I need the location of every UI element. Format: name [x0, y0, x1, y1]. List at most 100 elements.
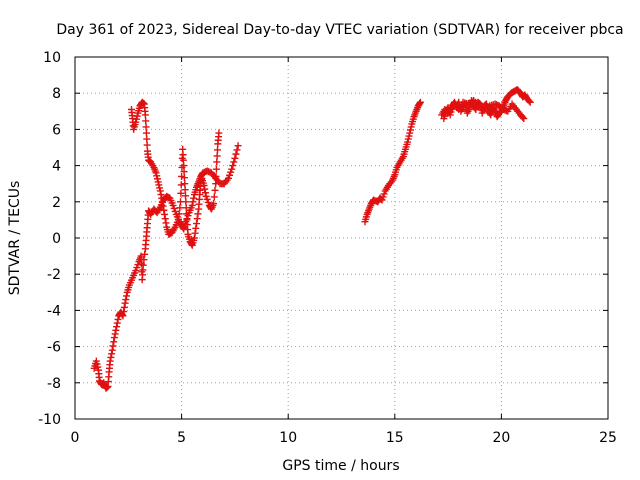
y-tick-label: 10 — [43, 50, 61, 66]
data-point — [119, 312, 127, 320]
data-point — [111, 330, 119, 338]
data-point — [213, 146, 221, 154]
data-point — [175, 210, 183, 218]
y-tick-labels: -10 -8 -6 -4 -2 0 2 4 6 8 10 — [38, 50, 61, 428]
data-point — [113, 323, 121, 331]
x-axis-label: GPS time / hours — [282, 458, 399, 474]
data-points — [90, 86, 534, 392]
y-tick-label: 4 — [52, 159, 61, 175]
data-point — [193, 220, 201, 228]
data-point — [183, 210, 191, 218]
data-point — [122, 296, 130, 304]
data-point — [177, 189, 185, 197]
data-point — [106, 357, 114, 365]
data-point — [180, 174, 188, 182]
data-point — [181, 186, 189, 194]
data-point — [525, 97, 533, 105]
data-point — [137, 252, 145, 260]
data-point — [110, 338, 118, 346]
data-point — [228, 165, 236, 173]
series-pass-2 — [127, 98, 223, 249]
data-point — [176, 204, 184, 212]
y-axis-label: SDTVAR / TECUs — [7, 181, 23, 296]
data-point — [114, 315, 122, 323]
data-point — [233, 146, 241, 154]
data-point — [182, 198, 190, 206]
data-point — [140, 256, 148, 264]
data-point — [192, 224, 200, 232]
x-tick-labels: 0 5 10 15 20 25 — [71, 430, 617, 446]
data-point — [229, 162, 237, 170]
data-point — [471, 104, 479, 112]
data-point — [215, 129, 223, 137]
data-point — [231, 154, 239, 162]
data-point — [141, 250, 149, 258]
data-point — [213, 152, 221, 160]
series-pass-3 — [361, 98, 424, 226]
data-point — [179, 224, 187, 232]
data-point — [180, 162, 188, 170]
data-point — [162, 219, 170, 227]
x-tick-label: 20 — [492, 430, 510, 446]
data-point — [161, 210, 169, 218]
data-point — [143, 135, 151, 143]
data-point — [139, 261, 147, 269]
data-point — [182, 192, 190, 200]
x-tick-label: 10 — [279, 430, 297, 446]
data-point — [108, 350, 116, 358]
data-point — [201, 189, 209, 197]
data-point — [232, 150, 240, 158]
data-point — [526, 98, 534, 106]
data-point — [143, 141, 151, 149]
data-point — [180, 168, 188, 176]
y-tick-label: 6 — [52, 122, 61, 138]
data-point — [189, 198, 197, 206]
x-tick-label: 0 — [71, 430, 80, 446]
y-tick-label: 0 — [52, 231, 61, 247]
data-point — [110, 334, 118, 342]
y-tick-label: -6 — [47, 340, 61, 356]
grid-lines — [75, 57, 608, 419]
data-point — [123, 292, 131, 300]
data-point — [181, 180, 189, 188]
data-point — [194, 210, 202, 218]
x-tick-label: 25 — [599, 430, 617, 446]
y-tick-label: 8 — [52, 86, 61, 102]
data-point — [142, 129, 150, 137]
series-pass-5 — [438, 96, 528, 123]
data-point — [156, 187, 164, 195]
series-pass-1 — [90, 142, 242, 392]
data-point — [161, 215, 169, 223]
y-tick-label: -4 — [47, 303, 61, 319]
data-point — [107, 353, 115, 361]
data-point — [212, 180, 220, 188]
data-point — [142, 123, 150, 131]
x-tick-label: 15 — [386, 430, 404, 446]
plot-frame — [74, 56, 609, 420]
data-point — [120, 303, 128, 311]
data-point — [193, 215, 201, 223]
data-point — [188, 240, 196, 248]
data-point — [174, 216, 182, 224]
chart-title: Day 361 of 2023, Sidereal Day-to-day VTE… — [56, 22, 623, 38]
data-point — [212, 172, 220, 180]
y-tick-label: -8 — [47, 376, 61, 392]
data-point — [158, 194, 166, 202]
data-point — [201, 185, 209, 193]
data-point — [160, 206, 168, 214]
data-point — [416, 99, 424, 107]
data-point — [212, 165, 220, 173]
y-tick-label: -2 — [47, 267, 61, 283]
data-point — [211, 186, 219, 194]
data-point — [190, 194, 198, 202]
data-point — [200, 182, 208, 190]
data-point — [108, 346, 116, 354]
data-point — [213, 158, 221, 166]
data-point — [121, 299, 129, 307]
data-point — [191, 229, 199, 237]
data-point — [159, 202, 167, 210]
axis-ticks — [74, 56, 609, 420]
data-point — [520, 115, 528, 123]
data-point — [142, 117, 150, 125]
